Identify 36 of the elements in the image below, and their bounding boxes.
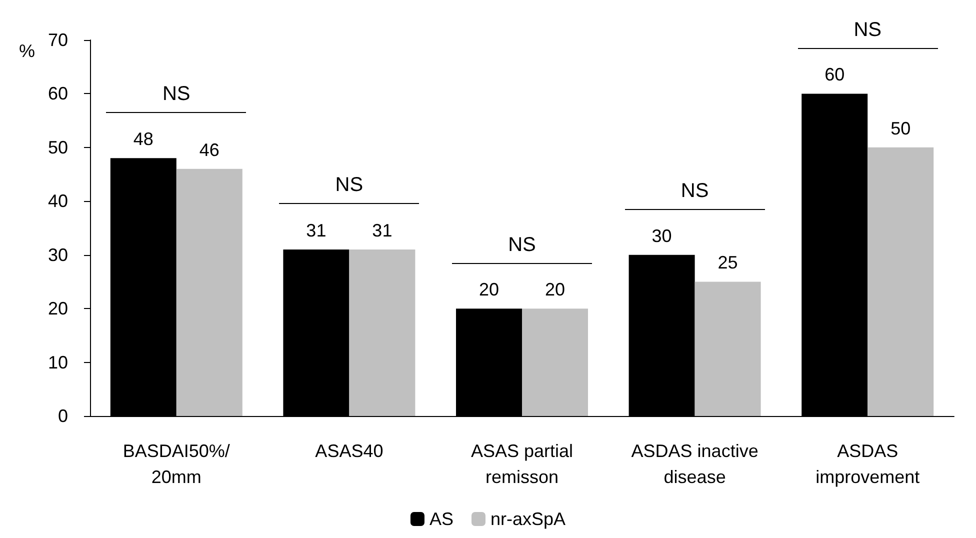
y-tick-label: 20 <box>48 298 68 319</box>
x-tick-label: ASAS partial remisson <box>470 441 574 487</box>
data-label: 30 <box>652 226 672 246</box>
data-label: 20 <box>544 280 566 300</box>
legend-label: AS <box>429 509 454 529</box>
data-label: 50 <box>890 118 911 138</box>
x-tick-label: ASAS40 <box>315 441 384 461</box>
data-label: 48 <box>133 129 154 150</box>
y-tick-label: 50 <box>48 137 68 158</box>
bar <box>522 308 588 416</box>
data-label: 31 <box>372 220 392 240</box>
x-tick-label: ASDAS improvement <box>816 441 920 487</box>
annotation: NS <box>508 234 536 257</box>
annotation: NS <box>680 180 709 203</box>
y-tick-label: 10 <box>48 352 68 372</box>
y-tick-label: 70 <box>48 30 68 50</box>
bar <box>694 282 761 416</box>
data-label: 46 <box>199 140 220 160</box>
y-tick-label: 60 <box>48 84 68 104</box>
y-tick-label: 0 <box>58 406 68 426</box>
annotation: NS <box>854 18 882 42</box>
bar <box>349 249 416 416</box>
y-tick-label: 40 <box>48 191 68 212</box>
x-tick-label: BASDAI50%/ 20mm <box>122 441 230 487</box>
data-label: 25 <box>718 252 738 273</box>
bar <box>176 168 242 416</box>
annotation: NS <box>162 83 190 106</box>
data-label: 20 <box>478 280 500 300</box>
x-tick-label: ASDAS inactive disease <box>631 441 758 487</box>
data-label: 31 <box>306 220 326 240</box>
bar <box>868 147 934 416</box>
legend-label: nr-axSpA <box>490 509 566 529</box>
y-axis-title: % <box>18 41 35 61</box>
y-tick-label: 30 <box>48 244 68 265</box>
data-label: 60 <box>824 64 845 85</box>
annotation: NS <box>335 174 364 198</box>
